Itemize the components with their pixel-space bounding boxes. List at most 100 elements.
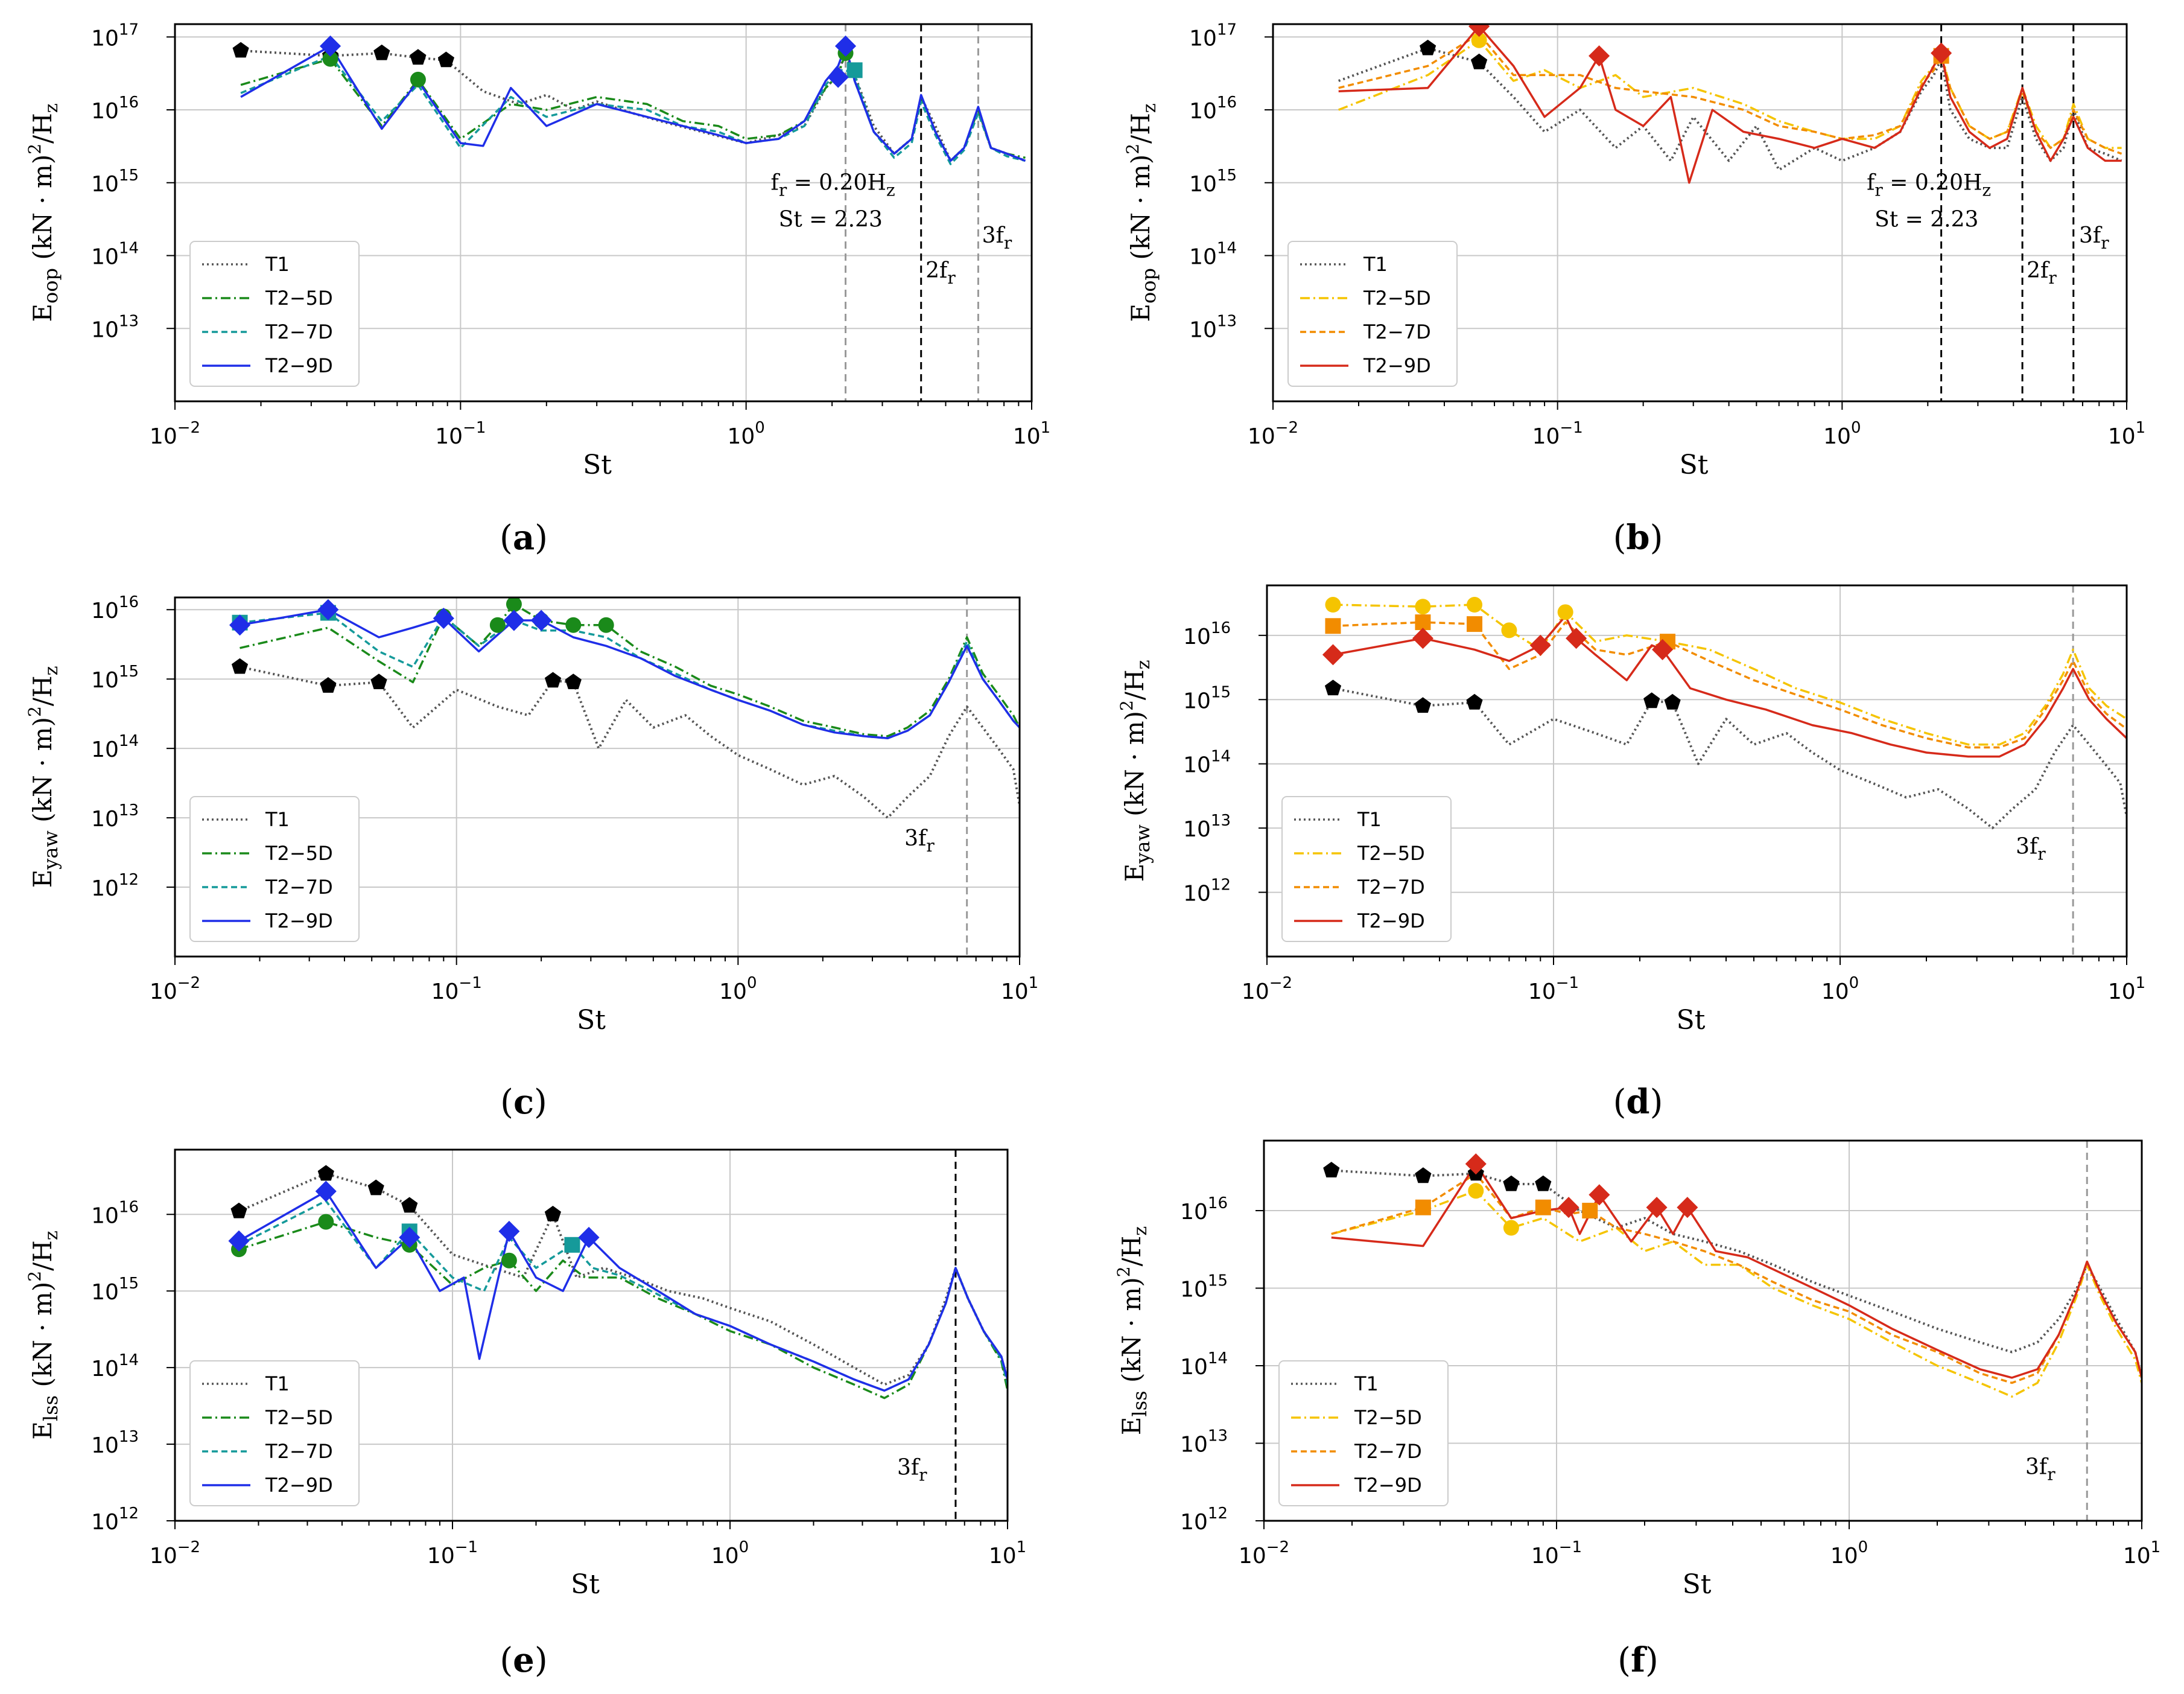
panel-caption: (a) [500,518,548,558]
data-marker [565,617,582,633]
legend: T1 T2−5D T2−7D T2−9D [1281,796,1452,942]
data-marker [1325,618,1341,634]
annotation-label: fr = 0.20Hz [1867,170,1991,200]
plot-frame [174,1148,1009,1522]
data-marker [827,66,849,88]
data-marker [1323,1162,1340,1177]
x-tick-label: 10−1 [1528,974,1579,1004]
series-line-T2−9D [1338,25,2122,184]
y-tick-label: 1016 [91,593,139,623]
y-tick-label: 1014 [91,240,139,270]
data-marker [1465,1153,1487,1175]
series-line-T1 [240,666,1020,820]
x-axis-label: St [1677,1005,1706,1036]
legend-label: T2−7D [265,1440,333,1463]
y-tick-label: 1012 [1180,1505,1228,1535]
legend-label: T1 [1354,1372,1379,1395]
series-line-T1 [240,49,1026,162]
y-tick-label: 1016 [1183,619,1231,649]
series-line-T1 [238,1172,1008,1386]
annotation-label: St = 2.23 [779,207,883,232]
x-tick-label: 10−2 [150,974,200,1004]
series-line-T2−9D [1333,615,2127,758]
x-tick-label: 101 [2108,974,2145,1004]
data-marker [318,1214,334,1230]
data-marker [1566,628,1587,649]
data-marker [1325,597,1341,613]
data-marker [231,658,249,674]
data-marker [598,617,614,633]
legend-label: T1 [265,1372,290,1395]
data-marker [501,1252,517,1269]
series-line-T2−5D [1338,39,2122,149]
data-marker [1677,1197,1698,1218]
y-axis-label: Elss (kN · m)2/Hz [25,1231,62,1439]
data-marker [230,1202,247,1218]
legend-box [1287,241,1458,387]
legend-label: T2−5D [265,287,333,310]
series-line-T2−5D [240,52,1026,162]
x-tick-label: 101 [1013,419,1050,449]
legend: T1 T2−5D T2−7D T2−9D [1278,1360,1449,1506]
y-tick-label: 1016 [91,1198,139,1228]
data-marker [1415,599,1431,615]
x-tick-label: 100 [727,419,764,449]
x-axis-label: St [571,1569,600,1600]
x-tick-label: 10−2 [150,1538,200,1568]
data-marker [1529,634,1551,656]
legend-box [1278,1360,1449,1506]
annotation-label: 3fr [2079,223,2109,253]
y-tick-label: 1013 [91,1428,139,1458]
x-tick-label: 10−2 [1239,1538,1289,1568]
legend-label: T2−9D [265,354,333,377]
x-tick-label: 10−1 [1531,1538,1582,1568]
data-marker [319,35,341,57]
panel-caption: (f) [1617,1640,1659,1680]
panel-caption: (b) [1613,518,1663,558]
annotation-label: fr = 0.20Hz [771,170,895,200]
y-tick-label: 1016 [1180,1194,1228,1224]
y-tick-label: 1014 [1189,240,1237,270]
y-tick-label: 1012 [91,871,139,901]
data-marker [1471,32,1487,48]
data-marker [317,1165,334,1181]
series-group [232,35,1026,165]
y-tick-label: 1013 [91,312,139,342]
series-line-T1 [1338,47,2122,171]
data-marker [846,62,863,78]
x-axis-label: St [1680,450,1709,480]
data-marker [1931,42,1952,64]
data-marker [433,608,454,629]
legend-label: T2−9D [1357,909,1425,932]
data-marker [317,599,339,620]
legend-label: T2−5D [1363,287,1431,310]
data-marker [1414,697,1431,713]
data-marker [1643,692,1660,708]
x-tick-label: 10−1 [427,1538,478,1568]
y-tick-label: 1015 [91,663,139,693]
y-tick-label: 1016 [91,94,139,124]
y-tick-label: 1013 [91,801,139,832]
plot-frame [174,23,1033,403]
y-tick-label: 1015 [91,1275,139,1305]
legend-label: T2−7D [265,876,333,899]
panel-caption: (e) [500,1640,547,1680]
annotation-label: 3fr [2016,834,2046,864]
data-marker [1652,638,1674,660]
x-tick-label: 10−2 [1248,419,1298,449]
data-marker [544,672,562,688]
data-marker [530,610,552,631]
y-axis-label: Eoop (kN · m)2/Hz [1123,103,1160,322]
data-marker [437,51,454,68]
data-marker [1415,614,1431,631]
series-line-T2−9D [238,1190,1008,1392]
data-marker [367,1179,384,1196]
legend-box [189,241,360,387]
legend: T1 T2−5D T2−7D T2−9D [1287,241,1458,387]
data-marker [315,1180,337,1202]
series-line-T2−9D [1331,1162,2142,1379]
legend-label: T2−5D [265,842,333,865]
data-marker [1535,1175,1552,1191]
x-tick-label: 101 [1001,974,1038,1004]
data-marker [1466,693,1483,710]
